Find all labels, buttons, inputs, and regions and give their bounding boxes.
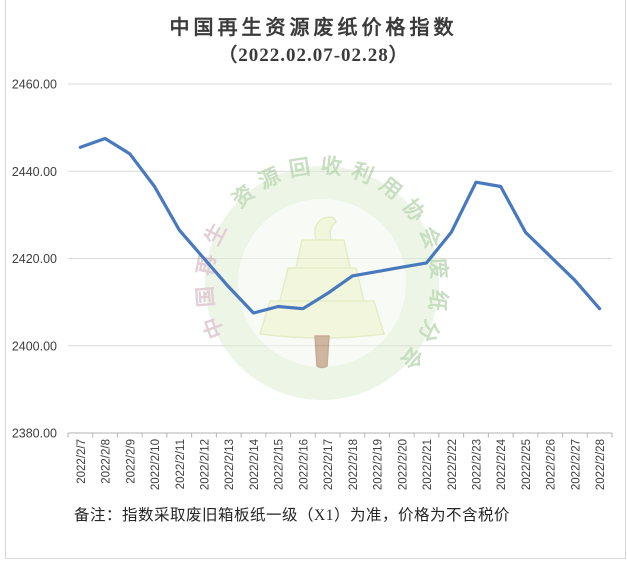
y-tick-label: 2380.00 — [12, 427, 57, 441]
y-tick-label: 2400.00 — [12, 339, 57, 353]
watermark-tree-layer-1 — [295, 239, 351, 272]
watermark-tree-layer-3 — [259, 300, 385, 339]
frame-border-left — [5, 0, 6, 558]
footnote: 备注：指数采取废旧箱板纸一级（X1）为准，价格为不含税价 — [74, 507, 510, 524]
x-axis-labels-group: 2022/2/7 2022/2/8 2022/2/9 2022/2/10 2022/2/… — [76, 438, 607, 490]
x-tick-label: 2022/2/24 — [496, 438, 508, 490]
x-tick-label: 2022/2/11 — [175, 439, 187, 489]
watermark-tree-top-leaf — [314, 216, 337, 241]
watermark-tree — [259, 216, 385, 369]
page-title: 中国再生资源废纸价格指数 — [169, 17, 458, 39]
watermark-logo: 中国再生 资源回收利用协会废纸分会 — [192, 153, 443, 400]
chart-title-block: 中国再生资源废纸价格指数 （2022.02.07-02.28） — [0, 14, 627, 69]
y-tick-label: 2440.00 — [12, 165, 57, 179]
x-tick-label: 2022/2/12 — [200, 439, 212, 490]
watermark-tree-layer-2 — [279, 267, 365, 306]
watermark-tree-trunk — [314, 335, 330, 369]
frame-border-bottom — [5, 558, 626, 559]
x-tick-label: 2022/2/21 — [422, 439, 434, 490]
x-tick-label: 2022/2/26 — [546, 439, 558, 490]
y-tick-label: 2420.00 — [12, 252, 57, 266]
x-tick-label: 2022/2/19 — [373, 439, 385, 490]
x-tick-label: 2022/2/28 — [595, 439, 607, 490]
x-tick-label: 2022/2/14 — [249, 438, 261, 490]
x-tick-label: 2022/2/13 — [224, 439, 236, 490]
x-tick-label: 2022/2/7 — [76, 439, 88, 484]
x-tick-label: 2022/2/10 — [150, 439, 162, 490]
x-tick-label: 2022/2/22 — [447, 439, 459, 490]
x-tick-label: 2022/2/17 — [323, 439, 335, 490]
x-tick-label: 2022/2/16 — [298, 439, 310, 490]
x-tick-label: 2022/2/9 — [125, 439, 137, 484]
x-tick-label: 2022/2/23 — [472, 439, 484, 490]
y-tick-label: 2460.00 — [12, 78, 57, 92]
x-tick-label: 2022/2/8 — [101, 439, 113, 484]
x-axis-group — [67, 432, 613, 438]
x-tick-label: 2022/2/20 — [397, 439, 409, 490]
y-axis-labels-group: 2460.00 2440.00 2420.00 2400.00 2380.00 — [12, 78, 57, 441]
x-tick-label: 2022/2/15 — [274, 439, 286, 490]
page-subtitle: （2022.02.07-02.28） — [218, 45, 409, 66]
x-tick-label: 2022/2/18 — [348, 439, 360, 490]
price-line-series — [78, 136, 602, 315]
x-tick-label: 2022/2/27 — [570, 439, 582, 490]
frame-border-right — [625, 0, 626, 558]
x-tick-label: 2022/2/25 — [521, 439, 533, 490]
